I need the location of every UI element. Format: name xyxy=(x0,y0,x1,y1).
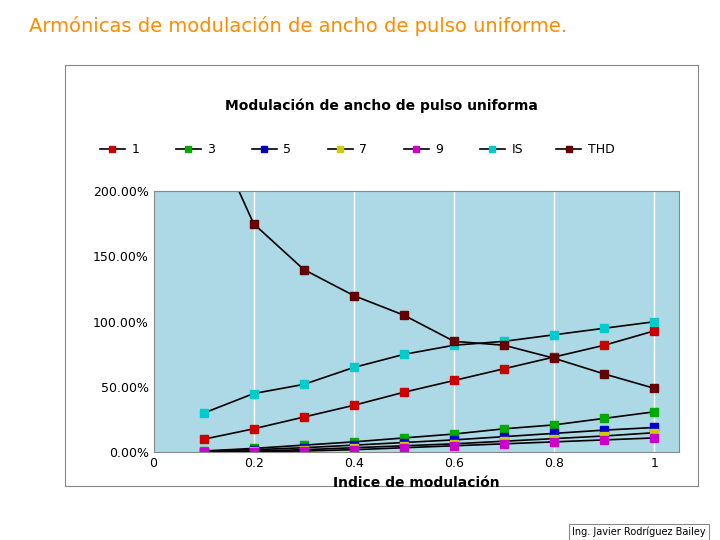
Text: 9: 9 xyxy=(436,143,444,156)
Text: Modulación de ancho de pulso uniforma: Modulación de ancho de pulso uniforma xyxy=(225,98,538,113)
Text: 7: 7 xyxy=(359,143,367,156)
Text: 5: 5 xyxy=(284,143,292,156)
Text: 3: 3 xyxy=(207,143,215,156)
Text: IS: IS xyxy=(511,143,523,156)
Text: Ing. Javier Rodríguez Bailey: Ing. Javier Rodríguez Bailey xyxy=(572,527,706,537)
X-axis label: Indice de modulación: Indice de modulación xyxy=(333,476,500,490)
Text: THD: THD xyxy=(588,143,614,156)
Text: Armónicas de modulación de ancho de pulso uniforme.: Armónicas de modulación de ancho de puls… xyxy=(29,16,567,36)
Text: 1: 1 xyxy=(131,143,139,156)
